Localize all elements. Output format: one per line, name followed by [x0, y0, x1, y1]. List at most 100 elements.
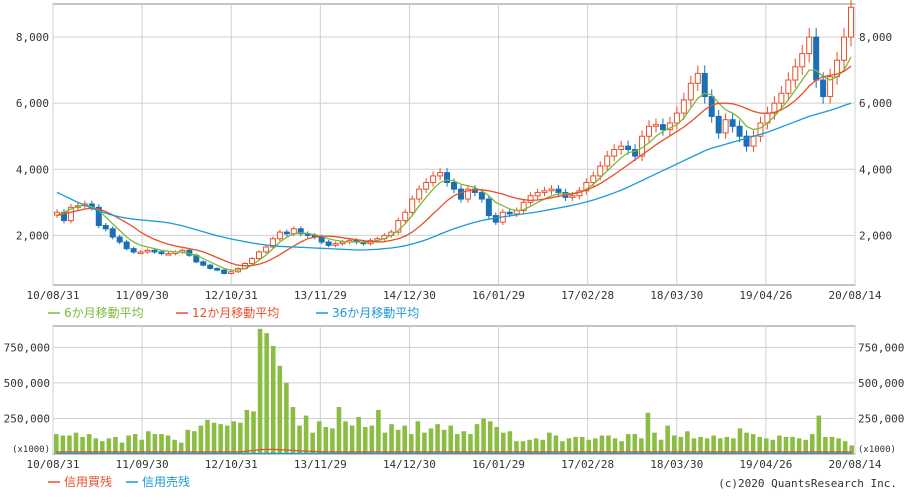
price-x-tick-label: 16/01/29 [472, 289, 525, 302]
candle-body [339, 241, 346, 245]
volume-bar [724, 436, 730, 454]
volume-bar [685, 431, 690, 454]
price-x-tick-label: 12/10/31 [205, 289, 258, 302]
volume-bar [744, 432, 749, 454]
volume-bar [474, 424, 480, 454]
price-x-tick-label: 20/08/14 [829, 289, 882, 302]
volume-bar [731, 438, 736, 454]
volume-bar [796, 438, 802, 454]
volume-bar [790, 436, 795, 454]
candle-body [604, 155, 611, 167]
candle-body [67, 206, 74, 222]
volume-bar [297, 425, 302, 454]
candle-body [276, 231, 283, 240]
volume-bar [152, 434, 158, 454]
volume-bar [507, 431, 513, 454]
candle-body [221, 269, 228, 274]
price-moving-averages [56, 56, 852, 271]
volume-bar [60, 435, 66, 454]
candle-body [520, 201, 527, 212]
volume-bar [770, 439, 776, 454]
candle-body [590, 175, 597, 184]
volume-bar [270, 345, 276, 454]
volume-bar [652, 432, 657, 454]
copyright-text: (c)2020 QuantsResearch Inc. [718, 477, 897, 490]
volume-bar [264, 333, 269, 454]
volume-bar [783, 436, 789, 454]
volume-bar [382, 432, 388, 454]
volume-bar [80, 436, 85, 454]
volume-bar [823, 436, 828, 454]
volume-bar [461, 431, 467, 454]
price-candles [54, 0, 854, 275]
candle-body [534, 191, 541, 197]
candle-body [207, 264, 214, 269]
price-y-tick-label-left: 8,000 [16, 31, 49, 44]
price-y-tick-label-left: 2,000 [16, 229, 49, 242]
volume-bar [560, 441, 565, 454]
volume-bar [501, 432, 506, 454]
volume-bar [422, 432, 427, 454]
candle-body [130, 248, 137, 253]
volume-bar [408, 434, 414, 454]
candle-body [228, 271, 235, 274]
candle-body [750, 135, 757, 147]
volume-bar [93, 438, 99, 454]
candle-body [597, 165, 604, 177]
volume-bar [468, 434, 473, 454]
candle-body [283, 231, 290, 235]
volume-bar [547, 432, 552, 454]
volume-bar [448, 425, 453, 454]
candle-body [736, 125, 743, 137]
price-x-tick-label: 11/09/30 [116, 289, 169, 302]
volume-bar [520, 441, 526, 454]
volume-bar [343, 421, 348, 454]
volume-bars [54, 328, 854, 454]
volume-bar [428, 428, 434, 454]
volume-bar [533, 438, 539, 454]
volume-bar [106, 438, 112, 454]
volume-y-tick-label-right: (x1000) [858, 445, 896, 455]
volume-bar [284, 382, 289, 454]
volume-bar [67, 435, 72, 454]
volume-bar [579, 436, 585, 454]
volume-bar [231, 421, 237, 454]
candle-body [687, 82, 694, 101]
candle-body [506, 211, 513, 215]
margin-balance-line [56, 448, 852, 453]
candle-body [813, 36, 820, 81]
volume-bar [573, 436, 578, 454]
legend-label: 6か月移動平均 [64, 306, 144, 320]
candle-body [437, 172, 444, 177]
volume-bar [54, 434, 59, 454]
volume-bar [211, 422, 217, 454]
volume-bar [836, 438, 841, 454]
candle-body [109, 228, 116, 238]
candle-body [611, 148, 618, 157]
volume-bar [487, 421, 493, 454]
candle-body [102, 224, 109, 230]
volume-bar [290, 407, 296, 454]
volume-bar [711, 435, 716, 454]
volume-bar [625, 434, 631, 454]
candle-body [701, 72, 708, 98]
volume-bar [376, 409, 381, 454]
volume-y-ticks: (x1000) (x1000) 250,000 250,000 500,000 500,0… [4, 341, 905, 455]
candle-body [325, 241, 332, 246]
volume-bar [829, 436, 835, 454]
volume-bar [165, 435, 171, 454]
volume-x-ticks: 10/08/31 11/09/30 12/10/31 13/11/29 14/12/30… [27, 458, 882, 471]
margin-balance-lines [56, 448, 852, 455]
volume-bar [323, 426, 329, 454]
volume-bar [192, 431, 197, 454]
volume-bar [455, 434, 460, 454]
volume-bar [159, 434, 164, 454]
volume-bar [336, 407, 342, 454]
candle-body [680, 99, 687, 114]
candle-body [255, 251, 262, 260]
candle-body [827, 76, 834, 98]
candle-body [158, 251, 165, 255]
volume-bar [205, 419, 210, 454]
candle-body [478, 191, 485, 200]
candle-body [778, 92, 785, 104]
